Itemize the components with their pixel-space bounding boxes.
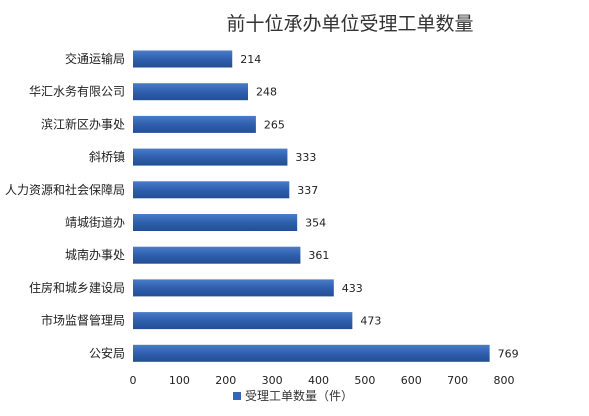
category-label: 交通运输局: [65, 51, 125, 66]
data-label: 214: [240, 53, 261, 66]
category-label: 公安局: [89, 345, 125, 360]
bar: [133, 344, 490, 362]
bar: [133, 279, 334, 297]
x-tick-label: 500: [354, 374, 375, 387]
bar: [133, 83, 249, 101]
category-label: 靖城街道办: [65, 215, 125, 230]
x-tick-label: 100: [169, 374, 190, 387]
x-tick-label: 700: [447, 374, 468, 387]
category-label: 住房和城乡建设局: [29, 280, 125, 295]
bar: [133, 181, 290, 199]
data-label: 473: [360, 315, 381, 328]
data-label: 337: [297, 184, 318, 197]
category-label: 滨江新区办事处: [41, 116, 125, 131]
category-label: 市场监督管理局: [41, 313, 125, 328]
value-labels: 214 248 265 333 337 354 361 433 473 769: [240, 53, 518, 360]
category-label: 华汇水务有限公司: [29, 84, 125, 99]
bar: [133, 50, 233, 68]
bar: [133, 214, 298, 231]
data-label: 361: [308, 249, 329, 262]
legend-swatch: [233, 392, 241, 400]
bar: [133, 148, 288, 166]
chart-title: 前十位承办单位受理工单数量: [226, 13, 473, 35]
x-tick-label: 300: [262, 374, 283, 387]
category-label: 斜桥镇: [89, 150, 125, 164]
category-labels: 交通运输局华汇水务有限公司滨江新区办事处斜桥镇人力资源和社会保障局靖城街道办城南…: [5, 51, 125, 360]
data-label: 333: [295, 151, 316, 164]
bar: [133, 312, 353, 330]
bar: [133, 115, 256, 133]
legend-label: 受理工单数量（件）: [245, 388, 353, 403]
bar: [133, 246, 301, 264]
data-label: 354: [305, 217, 326, 230]
x-tick-label: 200: [215, 374, 236, 387]
x-tick-label: 400: [308, 374, 329, 387]
x-tick-label: 800: [494, 374, 515, 387]
data-label: 265: [264, 118, 285, 131]
category-label: 城南办事处: [65, 247, 125, 262]
x-tick-label: 600: [401, 374, 422, 387]
bars-group: [133, 50, 490, 362]
data-label: 769: [498, 347, 519, 360]
x-axis-ticks: 0 100 200 300 400 500 600 700 800: [130, 374, 515, 387]
category-label: 人力资源和社会保障局: [5, 182, 125, 197]
legend: 受理工单数量（件）: [233, 388, 353, 403]
x-tick-label: 0: [130, 374, 137, 387]
data-label: 433: [342, 282, 363, 295]
data-label: 248: [256, 86, 277, 99]
